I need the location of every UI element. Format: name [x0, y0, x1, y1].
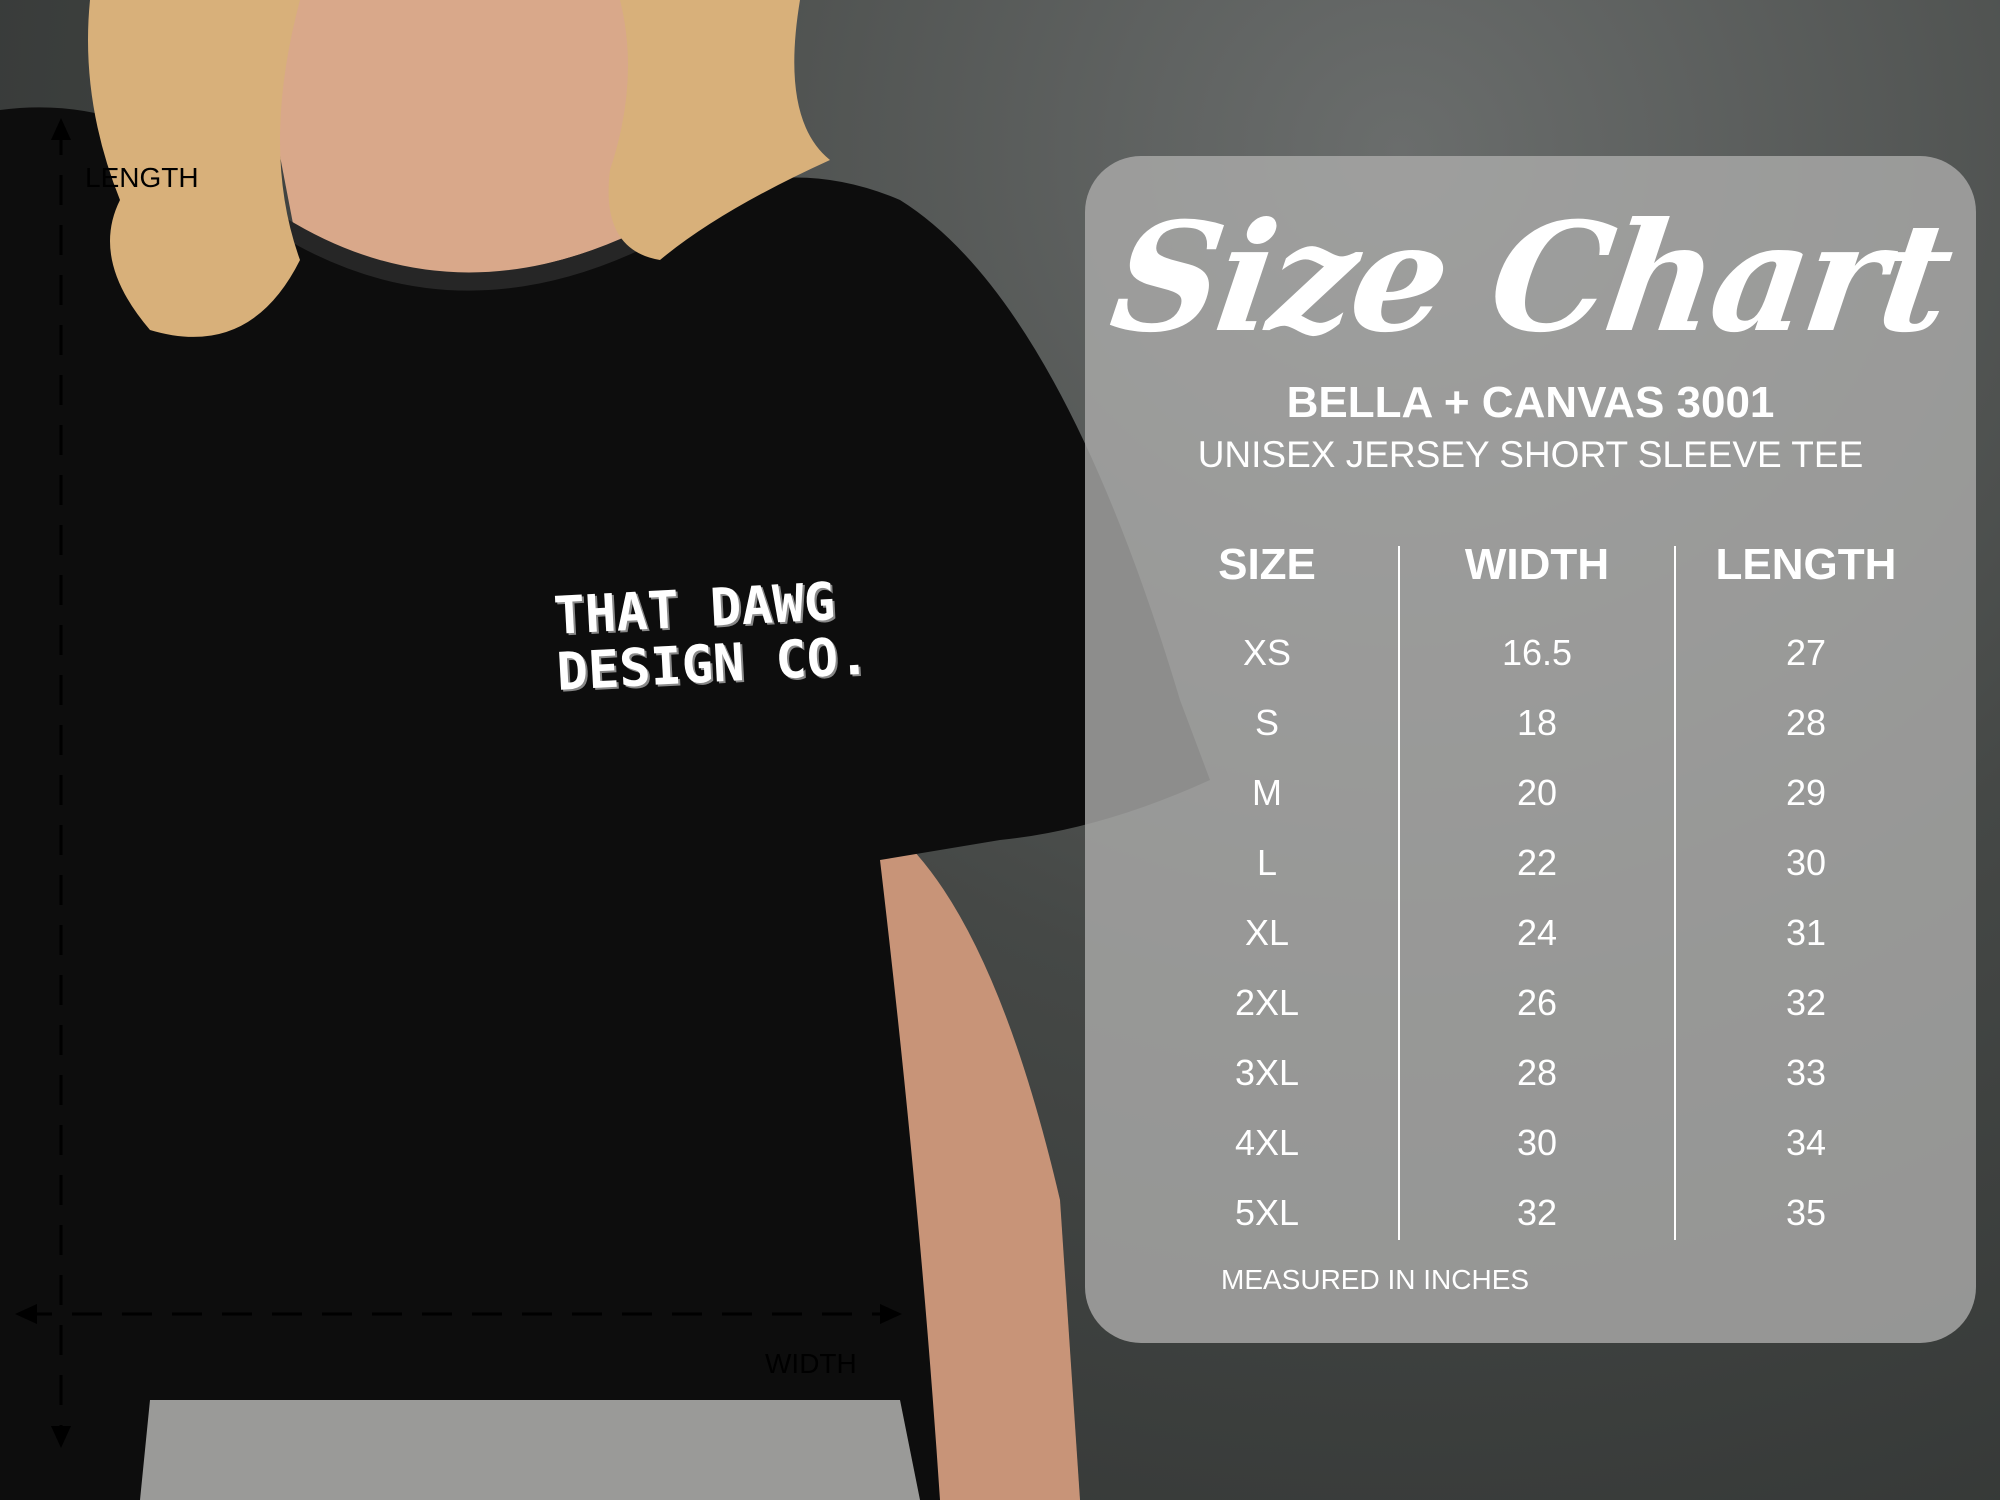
width-cell: 32: [1516, 1192, 1558, 1233]
width-arrow-left-icon: [15, 1304, 37, 1324]
width-arrow-right-icon: [880, 1304, 902, 1324]
width-cell: 20: [1516, 772, 1558, 813]
width-cell: 18: [1516, 702, 1558, 743]
width-cell: 26: [1516, 982, 1558, 1023]
header-size: SIZE: [1218, 540, 1316, 589]
width-label: WIDTH: [765, 1348, 857, 1379]
product-name: BELLA + CANVAS 3001: [1286, 378, 1775, 427]
length-cell: 32: [1785, 982, 1827, 1023]
hair-left: [88, 0, 300, 337]
size-chart-panel: [1085, 156, 1976, 1343]
length-label: LENGTH: [85, 162, 199, 193]
product-description: UNISEX JERSEY SHORT SLEEVE TEE: [1197, 434, 1864, 475]
length-arrow-up-icon: [51, 118, 71, 140]
width-cell: 16.5: [1501, 632, 1573, 673]
length-cell: 27: [1785, 632, 1827, 673]
width-cell: 24: [1516, 912, 1558, 953]
size-cell: M: [1252, 772, 1282, 813]
width-cell: 28: [1516, 1052, 1558, 1093]
footnote: MEASURED IN INCHES: [1221, 1264, 1530, 1295]
size-cell: S: [1254, 702, 1279, 743]
length-cell: 34: [1785, 1122, 1827, 1163]
size-cell: 3XL: [1234, 1052, 1300, 1093]
header-width: WIDTH: [1464, 540, 1610, 589]
shirt-logo: THAT DAWG DESIGN CO.: [552, 572, 871, 703]
length-cell: 30: [1785, 842, 1827, 883]
hair-right: [608, 0, 830, 260]
column-divider: [1674, 546, 1676, 1240]
length-arrow-down-icon: [51, 1426, 71, 1448]
pants: [140, 1400, 920, 1500]
width-cell: 22: [1516, 842, 1558, 883]
column-divider: [1398, 546, 1400, 1240]
collar: [275, 217, 644, 291]
length-cell: 33: [1785, 1052, 1827, 1093]
size-cell: XS: [1242, 632, 1292, 673]
size-cell: 5XL: [1234, 1192, 1300, 1233]
size-cell: XL: [1244, 912, 1290, 953]
length-cell: 29: [1785, 772, 1827, 813]
size-cell: 4XL: [1234, 1122, 1300, 1163]
length-cell: 35: [1785, 1192, 1827, 1233]
width-cell: 30: [1516, 1122, 1558, 1163]
chart-title: Size Chart: [1102, 190, 1959, 366]
length-cell: 31: [1785, 912, 1827, 953]
shirt: [0, 107, 1210, 1500]
size-cell: L: [1256, 842, 1278, 883]
length-cell: 28: [1785, 702, 1827, 743]
size-cell: 2XL: [1234, 982, 1300, 1023]
header-length: LENGTH: [1715, 540, 1897, 589]
